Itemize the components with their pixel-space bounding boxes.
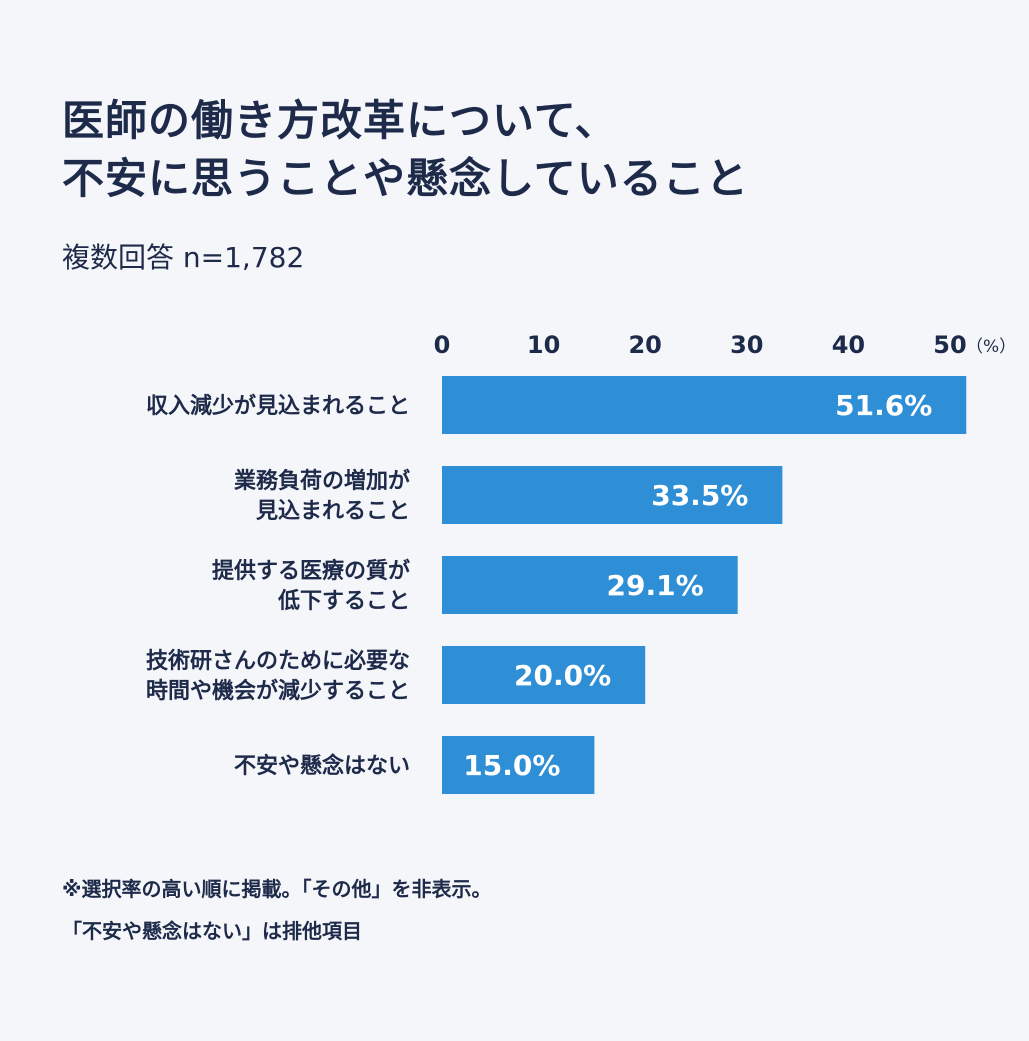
bar-value-label: 15.0% bbox=[463, 749, 560, 782]
x-tick-label: 30 bbox=[730, 331, 763, 359]
x-tick-label: 10 bbox=[527, 331, 560, 359]
category-label: 収入減少が見込まれること bbox=[146, 393, 410, 419]
bar-value-label: 29.1% bbox=[607, 569, 704, 602]
category-label: 提供する医療の質が bbox=[212, 558, 410, 584]
footnote-line-2: 「不安や懸念はない」は排他項目 bbox=[62, 919, 362, 943]
x-tick-label: 50 bbox=[933, 331, 966, 359]
category-label: 低下すること bbox=[277, 589, 410, 614]
category-label: 時間や機会が減少すること bbox=[146, 678, 410, 704]
bar bbox=[442, 736, 595, 794]
bar bbox=[442, 556, 738, 614]
footnote: ※選択率の高い順に掲載。「その他」を非表示。 「不安や懸念はない」は排他項目 bbox=[62, 868, 491, 952]
x-tick-label: 0 bbox=[434, 331, 451, 359]
bar bbox=[442, 376, 967, 434]
category-label: 技術研さんのために必要な bbox=[146, 648, 410, 674]
x-axis-unit: （%） bbox=[966, 337, 1016, 357]
footnote-line-1: ※選択率の高い順に掲載。「その他」を非表示。 bbox=[62, 877, 492, 901]
title-line-2: 不安に思うことや懸念していること bbox=[62, 154, 749, 203]
bar bbox=[442, 466, 783, 524]
bar-value-label: 33.5% bbox=[651, 479, 748, 512]
bar-value-label: 51.6% bbox=[835, 389, 932, 422]
x-tick-label: 20 bbox=[628, 331, 661, 359]
x-tick-label: 40 bbox=[832, 331, 865, 359]
title-line-1: 医師の働き方改革について、 bbox=[62, 96, 618, 145]
chart-title: 医師の働き方改革について、 不安に思うことや懸念していること bbox=[62, 92, 749, 208]
bar-value-label: 20.0% bbox=[514, 659, 611, 692]
category-label: 見込まれること bbox=[256, 499, 410, 524]
bar bbox=[442, 646, 646, 704]
subtitle: 複数回答 n=1,782 bbox=[62, 241, 305, 274]
category-label: 不安や懸念はない bbox=[234, 753, 410, 779]
category-label: 業務負荷の増加が bbox=[234, 468, 410, 494]
